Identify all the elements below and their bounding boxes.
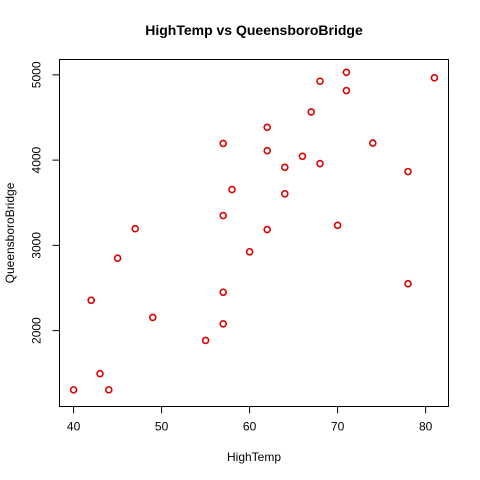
data-point (333, 221, 342, 230)
x-tick-label: 70 (331, 420, 345, 434)
x-tick-label: 80 (419, 420, 433, 434)
data-point (281, 163, 289, 172)
data-point (219, 319, 227, 328)
data-point (96, 369, 104, 378)
data-point (219, 288, 227, 297)
data-point (316, 159, 324, 168)
data-point (69, 386, 78, 394)
data-point (430, 74, 439, 82)
y-axis: 2000 3000 4000 5000 (30, 61, 60, 344)
x-tick-label: 60 (243, 420, 257, 434)
data-point (316, 77, 324, 86)
data-point (219, 211, 227, 220)
x-tick-label: 40 (67, 420, 81, 434)
data-point (219, 139, 227, 148)
data-point (281, 189, 289, 198)
data-point (404, 167, 412, 176)
data-point (131, 224, 139, 233)
data-point (369, 139, 377, 147)
y-tick-label: 4000 (30, 146, 44, 173)
y-axis-label: QueensboroBridge (3, 182, 17, 283)
data-point (148, 313, 157, 322)
x-axis-label: HighTemp (227, 450, 281, 464)
data-point (263, 146, 272, 155)
chart-title: HighTemp vs QueensboroBridge (145, 22, 363, 38)
data-point (342, 86, 351, 95)
data-point (113, 254, 122, 262)
data-point (404, 279, 412, 288)
data-point (263, 225, 272, 234)
data-point (104, 386, 113, 394)
data-point (245, 247, 254, 256)
data-points (69, 68, 439, 394)
data-point (307, 108, 316, 116)
data-point (298, 152, 307, 161)
y-tick-label: 3000 (30, 232, 44, 259)
data-point (201, 336, 210, 345)
x-axis: 40 50 60 70 80 (67, 406, 433, 434)
data-point (342, 68, 351, 77)
plot-box (59, 59, 449, 407)
x-tick-label: 50 (155, 420, 169, 434)
data-point (228, 185, 236, 194)
y-tick-label: 5000 (30, 61, 44, 88)
data-point (87, 296, 95, 305)
y-tick-label: 2000 (30, 317, 44, 344)
data-point (263, 123, 272, 132)
